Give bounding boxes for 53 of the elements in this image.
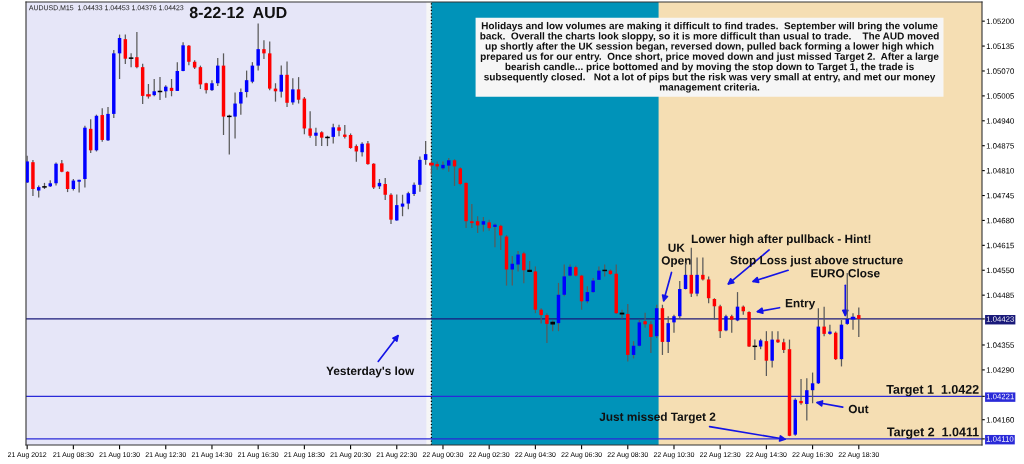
ref-line-label: Target 1 1.0422 bbox=[886, 384, 979, 397]
candlestick bbox=[805, 377, 809, 422]
candlestick bbox=[366, 140, 370, 166]
candlestick bbox=[233, 91, 237, 140]
candlestick bbox=[516, 250, 520, 273]
candlestick bbox=[77, 179, 81, 194]
candlestick bbox=[828, 324, 832, 336]
candlestick bbox=[54, 161, 58, 187]
candlestick bbox=[752, 338, 758, 361]
candlestick bbox=[730, 314, 734, 334]
candlestick bbox=[135, 31, 139, 69]
candlestick bbox=[666, 315, 670, 354]
annotation: Yesterday's low bbox=[326, 366, 415, 378]
candlestick bbox=[822, 306, 826, 337]
candlestick bbox=[799, 378, 803, 406]
annotation: EURO Close bbox=[811, 268, 880, 278]
candlestick bbox=[850, 312, 856, 331]
candlestick bbox=[187, 44, 191, 66]
candlestick bbox=[26, 155, 29, 184]
annotation: Stop Loss just above structure bbox=[730, 255, 903, 267]
candlestick bbox=[619, 309, 625, 320]
candlestick bbox=[470, 203, 474, 229]
annotation: Holidays and low volumes are making it difficult to find trades. September will bring the volume back. Overall the charts look sloppy, so it is more difficult than usual to trade. The AUD moved up shortly after the UK session began, reversed down, pulled back forming a lower high which prepared us for our entry. Once short, price moved down and just missed Target 2. After a large bearish candle... price bottomed and by moving the stop down to Target 1, the trade is subsequently closed. Not a lot of pips but the risk was very small at entry, and met our money management criteria. bbox=[480, 21, 939, 93]
candlestick bbox=[493, 222, 497, 248]
candlestick bbox=[308, 110, 312, 139]
candlestick bbox=[239, 87, 243, 116]
candlestick bbox=[649, 320, 653, 354]
candlestick bbox=[383, 177, 387, 201]
candlestick bbox=[314, 127, 318, 147]
candlestick bbox=[262, 39, 266, 60]
candlestick bbox=[857, 306, 861, 338]
candlestick bbox=[701, 256, 705, 282]
candlestick bbox=[441, 160, 445, 171]
chart-title: 8-22-12 AUD bbox=[189, 6, 287, 19]
candlestick bbox=[770, 330, 774, 369]
candlestick bbox=[296, 76, 301, 105]
ref-line-label: Target 2 1.0411 bbox=[887, 427, 979, 439]
candlestick bbox=[672, 314, 676, 334]
candlestick bbox=[695, 256, 699, 297]
annotation: Entry bbox=[785, 299, 816, 310]
candlestick bbox=[423, 140, 428, 166]
annotation: Out bbox=[848, 404, 869, 414]
candlestick bbox=[337, 124, 341, 137]
candlestick bbox=[643, 312, 647, 329]
annotation: UK Open bbox=[661, 243, 691, 267]
candlestick bbox=[395, 193, 399, 222]
candlestick bbox=[128, 52, 134, 68]
candlestick bbox=[522, 251, 526, 284]
candlestick bbox=[291, 77, 295, 106]
candlestick bbox=[331, 123, 335, 145]
annotation: Lower high after pullback - Hint! bbox=[691, 234, 871, 246]
candlestick bbox=[256, 22, 260, 72]
candlestick bbox=[545, 312, 549, 344]
